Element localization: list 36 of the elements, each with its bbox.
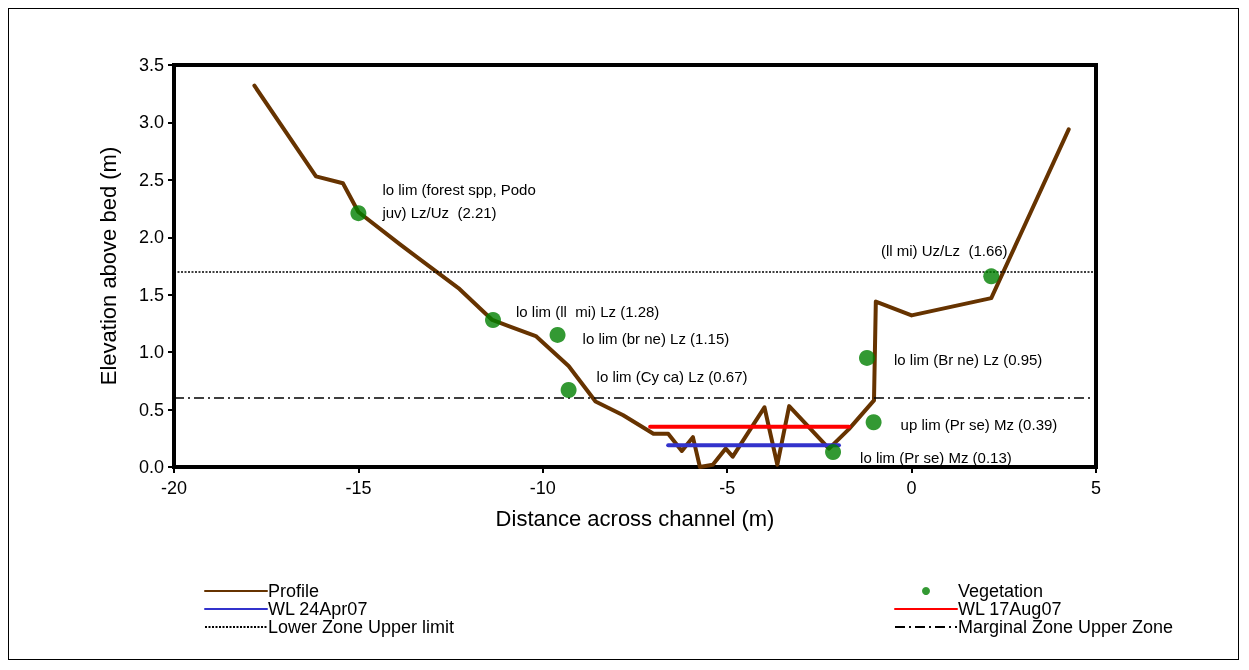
point xyxy=(865,414,882,431)
line-series xyxy=(252,83,1071,469)
y-tick-label: 2.5 xyxy=(138,169,164,190)
legend-label: WL 24Apr07 xyxy=(268,599,368,619)
point xyxy=(549,326,566,343)
annotation: lo lim (Cy ca) Lz (0.67) xyxy=(596,367,748,385)
annotation: lo lim (forest spp, Podo juv) Lz/Uz (2.21) xyxy=(381,181,536,222)
y-tick-label: 2.0 xyxy=(138,227,164,248)
legend-label: Profile xyxy=(268,581,320,601)
y-tick-label: 1.5 xyxy=(138,284,164,305)
annotation: (ll mi) Uz/Lz (1.66) xyxy=(880,241,1008,259)
y-tick-label: 1.0 xyxy=(138,342,164,363)
y-tick-label: 0.0 xyxy=(138,457,164,477)
x-axis-title: Distance across channel (m) xyxy=(495,505,775,531)
point xyxy=(350,205,367,222)
annotation: lo lim (Br ne) Lz (0.95) xyxy=(893,351,1043,369)
x-tick-label: 0 xyxy=(906,478,917,498)
legend-label: Vegetation xyxy=(958,581,1044,601)
annotation: lo lim (br ne) Lz (1.15) xyxy=(582,330,730,348)
y-tick-label: 3.5 xyxy=(138,55,164,75)
x-tick-label: -10 xyxy=(529,478,556,498)
annotation: up lim (Pr se) Mz (0.39) xyxy=(900,415,1058,433)
annotation: lo lim (ll mi) Lz (1.28) xyxy=(516,303,660,321)
point xyxy=(858,349,875,366)
point xyxy=(825,444,842,461)
point xyxy=(983,268,1000,285)
point xyxy=(560,382,577,399)
y-tick-label: 3.0 xyxy=(138,112,164,133)
x-tick-label: -20 xyxy=(160,478,188,498)
y-axis-title: Elevation above bed (m) xyxy=(95,146,121,386)
x-tick-label: -5 xyxy=(719,478,736,498)
annotation: lo lim (Pr se) Mz (0.13) xyxy=(860,448,1012,466)
x-tick-label: -15 xyxy=(345,478,372,498)
x-tick-label: 5 xyxy=(1090,478,1102,498)
point xyxy=(485,311,502,328)
y-tick-label: 0.5 xyxy=(138,399,164,420)
